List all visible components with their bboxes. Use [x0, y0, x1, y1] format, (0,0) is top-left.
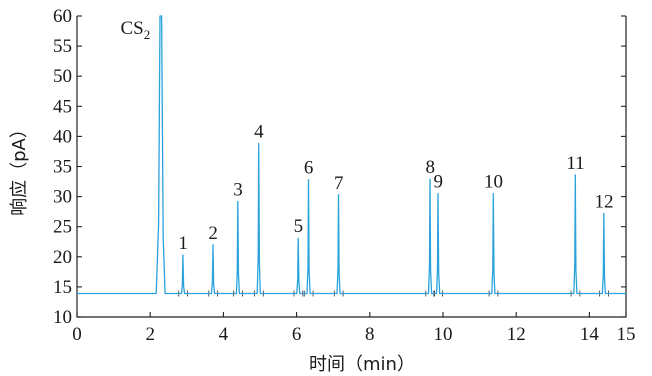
peak-label: 2 — [208, 223, 218, 244]
y-tick-label: 20 — [53, 247, 72, 268]
chromatogram-trace — [77, 15, 626, 295]
peak-label: 1 — [178, 233, 188, 254]
solvent-label-main: CS — [120, 18, 143, 39]
y-tick-label: 60 — [53, 6, 72, 27]
y-tick-label: 45 — [53, 96, 72, 117]
x-tick-label: 8 — [365, 324, 375, 345]
peak-label: 9 — [433, 172, 443, 193]
solvent-peak-label: CS2 — [120, 18, 150, 42]
x-tick-label: 6 — [292, 324, 302, 345]
peak-label: 7 — [334, 173, 344, 194]
axes — [76, 15, 627, 318]
x-tick-label: 2 — [145, 324, 155, 345]
peak-label: 10 — [484, 172, 503, 193]
peak-label: 11 — [566, 153, 584, 174]
peak-label: 8 — [425, 157, 435, 178]
peak-label: 6 — [304, 158, 314, 179]
y-tick-label: 25 — [53, 217, 72, 238]
x-axis-title: 时间（min） — [309, 354, 415, 375]
y-tick-label: 30 — [53, 187, 72, 208]
solvent-label-subscript: 2 — [144, 27, 151, 42]
peak-label: 4 — [254, 122, 264, 143]
y-tick-label: 10 — [53, 307, 72, 328]
x-tick-label: 10 — [434, 324, 453, 345]
y-tick-label: 15 — [53, 277, 72, 298]
x-tick-label: 12 — [507, 324, 526, 345]
y-tick-label: 55 — [53, 36, 72, 57]
peak-label: 5 — [294, 216, 304, 237]
y-axis-title: 响应（pA） — [9, 120, 30, 216]
y-tick-label: 40 — [53, 126, 72, 147]
x-tick-label: 4 — [219, 324, 229, 345]
y-tick-label: 35 — [53, 157, 72, 178]
x-tick-label: 14 — [580, 324, 600, 345]
y-tick-label: 50 — [53, 66, 72, 87]
peak-label: 12 — [595, 191, 614, 212]
x-tick-label: 15 — [617, 324, 636, 345]
peak-label: 3 — [233, 179, 243, 200]
x-tick-label: 0 — [72, 324, 82, 345]
